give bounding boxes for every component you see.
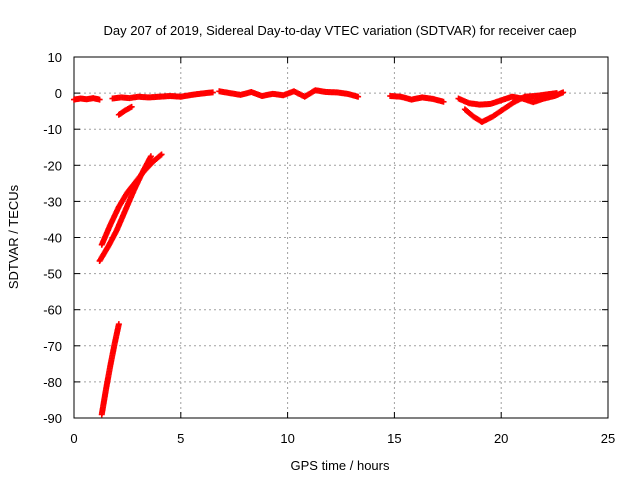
series-arc-2 <box>109 89 216 102</box>
x-tick-label: 15 <box>387 431 401 446</box>
x-tick-label: 25 <box>601 431 615 446</box>
data-point <box>209 89 216 96</box>
series-arc-3 <box>115 103 135 118</box>
x-axis-label: GPS time / hours <box>291 458 390 473</box>
x-tick-label: 0 <box>70 431 77 446</box>
y-tick-label: -20 <box>43 158 62 173</box>
y-tick-label: -30 <box>43 194 62 209</box>
grid-layer <box>74 57 608 418</box>
series-arc-6 <box>455 89 567 108</box>
x-tick-label: 5 <box>177 431 184 446</box>
data-point <box>440 98 447 105</box>
series-arc-10 <box>98 321 122 418</box>
y-tick-label: -80 <box>43 375 62 390</box>
chart-title: Day 207 of 2019, Sidereal Day-to-day VTE… <box>103 23 576 38</box>
x-tick-label: 10 <box>280 431 294 446</box>
data-point <box>355 93 362 100</box>
series-arc-1 <box>71 95 103 103</box>
data-point <box>157 152 164 159</box>
data-point <box>128 103 135 110</box>
y-axis-label: SDTVAR / TECUs <box>6 184 21 289</box>
data-point <box>96 96 103 103</box>
series-arc-5 <box>387 92 447 105</box>
data-point <box>553 90 560 97</box>
y-tick-label: -50 <box>43 267 62 282</box>
y-tick-label: -60 <box>43 303 62 318</box>
y-tick-label: 10 <box>48 50 62 65</box>
y-tick-label: -90 <box>43 411 62 426</box>
axis-layer: 0 5 10 15 20 25 10 0 -10 -20 -30 -40 -50 -60 -70 -80 -90 <box>43 50 615 446</box>
series-arc-4 <box>216 87 362 100</box>
data-point <box>115 321 122 328</box>
y-tick-label: -40 <box>43 231 62 246</box>
series-arc-7 <box>461 90 560 125</box>
y-tick-label: -70 <box>43 339 62 354</box>
y-tick-label: 0 <box>55 86 62 101</box>
data-point <box>158 151 165 158</box>
data-point <box>147 153 154 160</box>
x-tick-label: 20 <box>494 431 508 446</box>
y-tick-label: -10 <box>43 122 62 137</box>
data-layer <box>71 87 567 418</box>
series-arc-9 <box>96 153 154 264</box>
data-point <box>560 89 567 96</box>
